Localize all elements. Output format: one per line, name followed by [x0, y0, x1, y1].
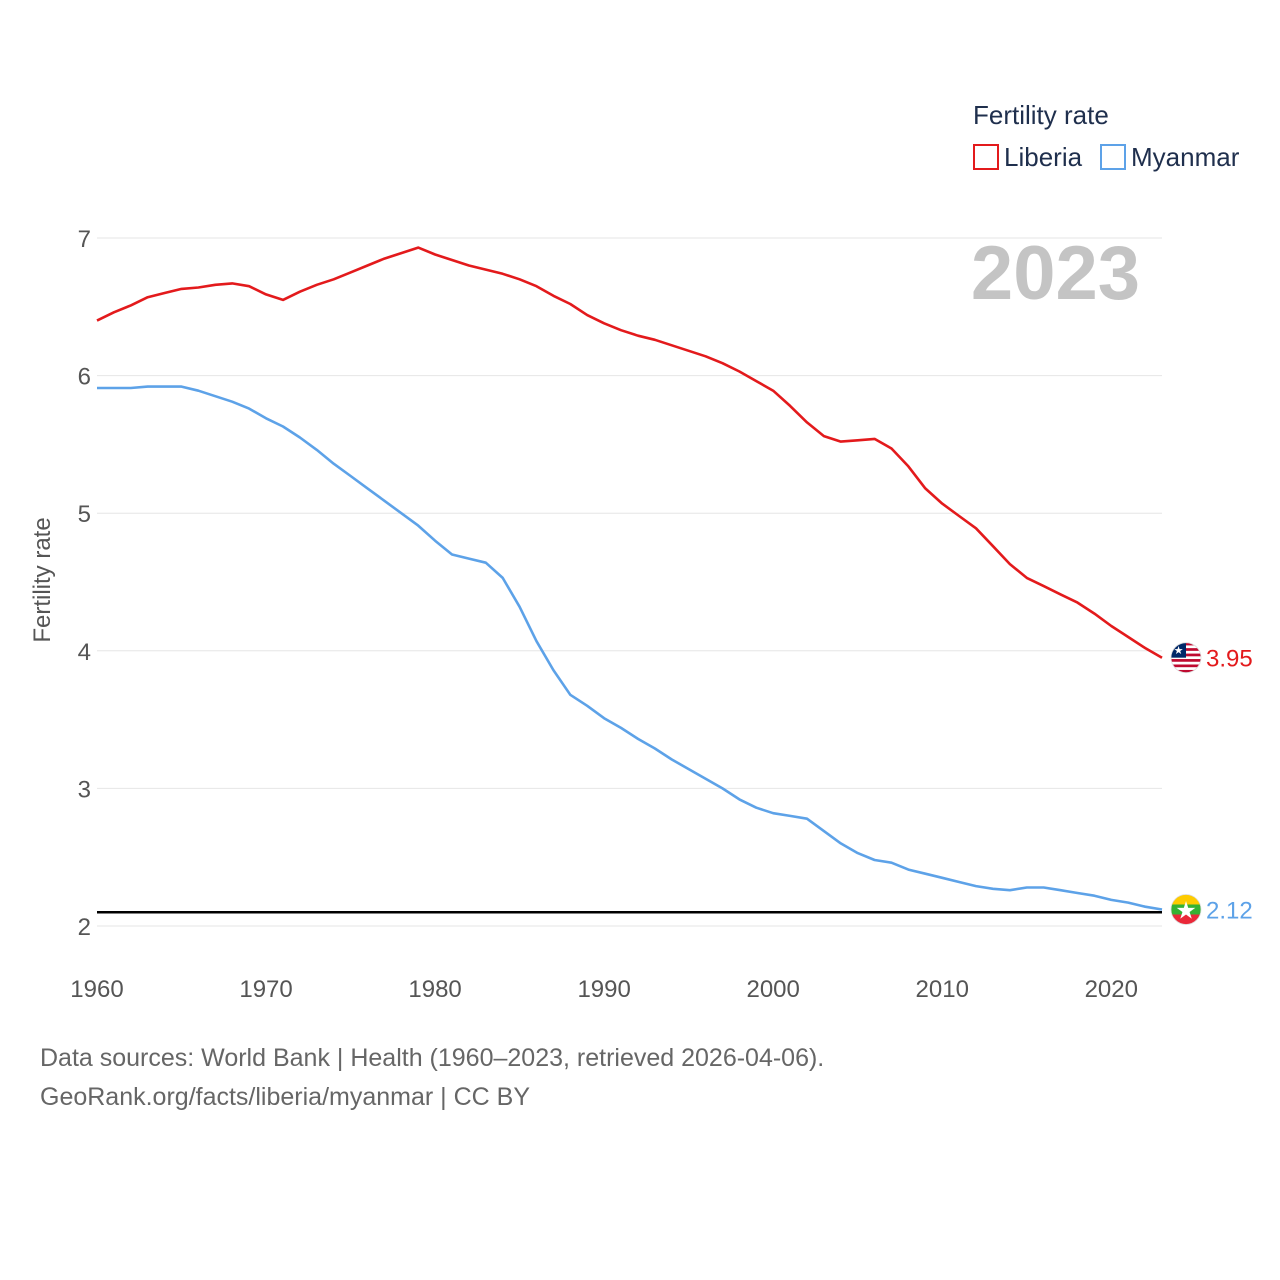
x-tick-2020: 2020	[1085, 976, 1138, 1003]
x-tick-labels: 1960 1970 1980 1990 2000 2010 2020	[70, 976, 1138, 1003]
legend-item-myanmar[interactable]: Myanmar	[1100, 142, 1240, 172]
svg-text:★: ★	[1174, 644, 1184, 657]
year-label: 2023	[971, 231, 1140, 316]
series-lines	[96, 246, 1163, 911]
attribution-link[interactable]: GeoRank.org/facts/liberia/myanmar | CC B…	[40, 1083, 531, 1111]
x-tick-1990: 1990	[577, 976, 630, 1003]
myanmar-flag-icon: ★	[1170, 894, 1202, 925]
y-tick-4: 4	[78, 639, 91, 666]
y-axis-title: Fertility rate	[29, 517, 56, 642]
x-tick-1970: 1970	[239, 976, 292, 1003]
source-note: Data sources: World Bank | Health (1960–…	[40, 1044, 825, 1072]
series-line-myanmar[interactable]	[97, 385, 1163, 911]
y-tick-6: 6	[78, 364, 91, 391]
line-chart: 2 3 4 5 6 7 1960 1970 1980 1990 2000 2010 2020 Fert…	[29, 100, 1253, 1003]
y-tick-2: 2	[78, 914, 91, 941]
legend-label-myanmar: Myanmar	[1131, 142, 1240, 172]
legend-swatch-myanmar	[1100, 144, 1126, 170]
x-tick-1980: 1980	[408, 976, 461, 1003]
y-tick-labels: 2 3 4 5 6 7	[78, 226, 91, 941]
end-label-liberia: 3.95	[1206, 646, 1253, 673]
end-markers: ★ 3.95 ★ 2.12	[1170, 642, 1253, 925]
legend-title: Fertility rate	[973, 100, 1109, 130]
y-tick-7: 7	[78, 226, 91, 253]
svg-text:★: ★	[1175, 896, 1197, 924]
x-tick-2000: 2000	[746, 976, 799, 1003]
legend-swatch-liberia	[973, 144, 999, 170]
series-line-liberia[interactable]	[96, 246, 1163, 659]
legend[interactable]: Fertility rate Liberia Myanmar	[973, 100, 1240, 172]
end-label-myanmar: 2.12	[1206, 897, 1253, 924]
legend-label-liberia: Liberia	[1004, 142, 1083, 172]
liberia-flag-icon: ★	[1170, 642, 1202, 674]
legend-item-liberia[interactable]: Liberia	[973, 142, 1083, 172]
x-tick-1960: 1960	[70, 976, 123, 1003]
y-tick-5: 5	[78, 501, 91, 528]
gridlines	[97, 237, 1162, 927]
x-tick-2010: 2010	[916, 976, 969, 1003]
y-tick-3: 3	[78, 776, 91, 803]
